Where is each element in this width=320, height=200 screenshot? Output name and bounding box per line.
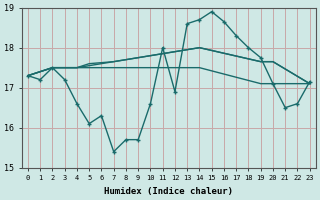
X-axis label: Humidex (Indice chaleur): Humidex (Indice chaleur) bbox=[104, 187, 233, 196]
